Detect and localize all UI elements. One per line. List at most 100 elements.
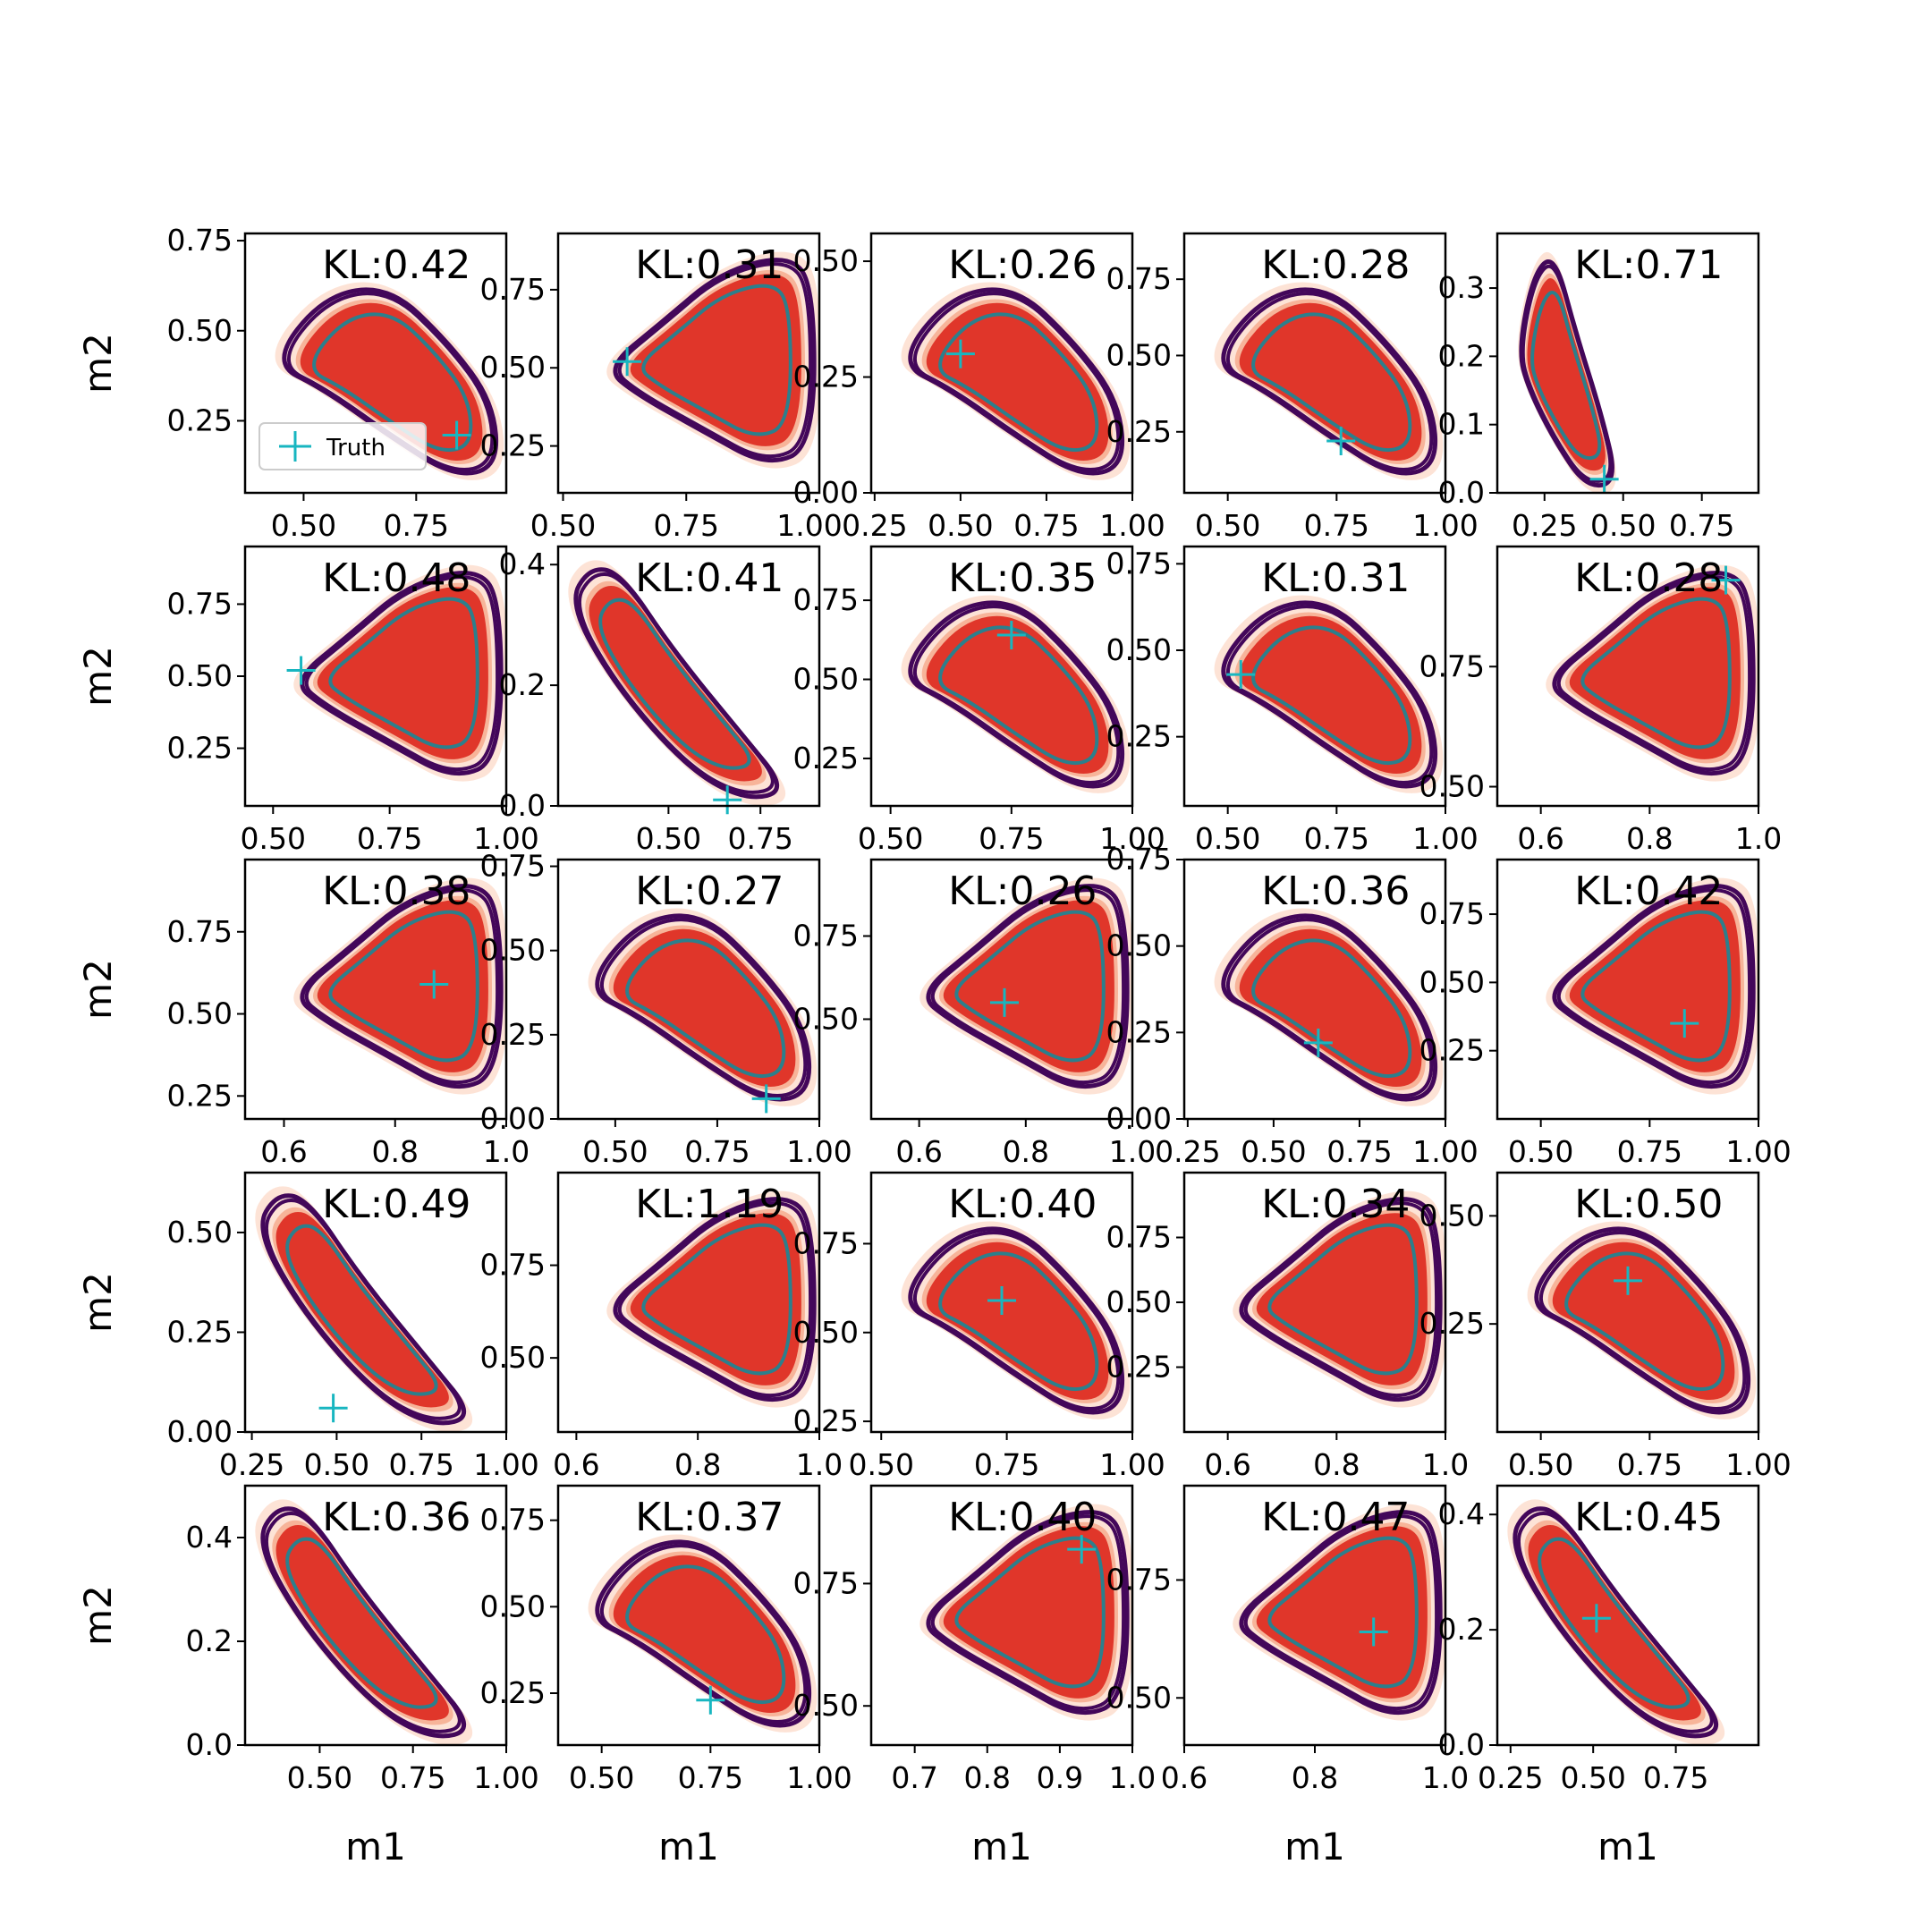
contour-outer-2 — [1243, 1201, 1439, 1398]
density-fill-inner — [589, 585, 762, 782]
kl-annotation: KL:0.26 — [948, 242, 1097, 288]
axes-frame — [1496, 545, 1760, 808]
kl-annotation: KL:0.37 — [635, 1495, 784, 1540]
axes-frame — [1182, 858, 1447, 1121]
y-tick-label: 0.0 — [1438, 475, 1485, 510]
y-tick-label: 0.25 — [480, 1675, 546, 1710]
y-tick-label: 0.2 — [499, 667, 546, 702]
y-tick-label: 0.25 — [480, 1017, 546, 1052]
contour-inner — [1580, 910, 1732, 1063]
contour-outer — [1552, 884, 1756, 1089]
kl-annotation: KL:0.27 — [635, 869, 784, 914]
density-contours — [293, 564, 506, 782]
contour-inner — [954, 1536, 1106, 1689]
x-tick-label: 1.00 — [786, 1134, 852, 1169]
truth-marker — [613, 347, 642, 377]
y-tick-label: 0.75 — [793, 1565, 859, 1600]
kl-annotation: KL:0.71 — [1574, 242, 1723, 288]
x-tick-label: 0.25 — [1155, 1134, 1220, 1169]
density-contours — [293, 877, 506, 1095]
x-tick-label: 0.50 — [582, 1134, 648, 1169]
x-tick-label: 0.75 — [684, 1134, 750, 1169]
density-contours — [1507, 1499, 1725, 1745]
x-tick-label: 0.8 — [1292, 1760, 1338, 1795]
density-contours — [1233, 1191, 1445, 1408]
y-tick-label: 0.25 — [1106, 719, 1172, 754]
y-tick-label: 0.50 — [793, 662, 859, 697]
x-tick-label: 0.75 — [1617, 1447, 1682, 1482]
truth-marker — [1589, 464, 1619, 494]
x-tick-label: 0.75 — [1304, 508, 1369, 543]
x-tick-label: 0.75 — [1326, 1134, 1392, 1169]
subplot-2-1: 0.50 0.75 1.00 0.25 0.50 0.75 KL:0.48 m2 — [76, 545, 539, 856]
subplot-1-2: 0.50 0.75 1.00 0.25 0.50 0.75 KL:0.31 — [480, 232, 843, 543]
contour-inner — [938, 1251, 1099, 1392]
contour-outer-2 — [617, 262, 813, 459]
contour-inner — [625, 938, 786, 1079]
x-tick-label: 1.0 — [1422, 1760, 1469, 1795]
y-tick-label: 0.2 — [1438, 1612, 1485, 1647]
truth-marker — [987, 1286, 1016, 1316]
truth-marker — [318, 1394, 348, 1423]
x-tick-label: 1.0 — [1109, 1134, 1156, 1169]
x-tick-label: 0.50 — [271, 508, 336, 543]
contour-outer-2 — [1521, 264, 1613, 483]
kl-annotation: KL:0.28 — [1261, 242, 1410, 288]
subplot-3-2: 0.50 0.75 1.00 0.00 0.25 0.50 0.75 KL:0.27 — [480, 849, 852, 1169]
density-fill-inner — [926, 302, 1109, 462]
contour-inner — [625, 1564, 786, 1705]
contour-outer-2 — [304, 888, 500, 1085]
y-tick-label: 0.25 — [1106, 1350, 1172, 1385]
y-tick-label: 0.2 — [186, 1623, 233, 1658]
x-tick-label: 0.75 — [678, 1760, 743, 1795]
y-tick-label: 0.0 — [186, 1727, 233, 1762]
y-tick-label: 0.25 — [480, 428, 546, 463]
density-fill-inner — [1569, 587, 1741, 759]
density-fill-inner — [943, 900, 1114, 1072]
contour-inner — [598, 597, 751, 770]
contour-outer — [300, 884, 504, 1089]
density-contours — [1546, 564, 1758, 782]
y-tick-label: 0.50 — [793, 1315, 859, 1350]
density-contours — [901, 1221, 1131, 1419]
density-contours — [255, 1186, 473, 1432]
y-tick-label: 0.50 — [480, 933, 546, 968]
y-tick-label: 0.50 — [1106, 337, 1172, 372]
x-tick-label: 0.50 — [1195, 508, 1260, 543]
axes-frame — [556, 1171, 821, 1434]
contour-outer — [1221, 600, 1438, 789]
y-tick-label: 0.50 — [167, 1215, 233, 1250]
contour-inner — [1267, 1536, 1419, 1689]
y-axis-label: m2 — [76, 959, 120, 1020]
subplot-5-1: 0.50 0.75 1.00 0.0 0.2 0.4 KL:0.36 m2 m1 — [76, 1484, 539, 1868]
contour-inner — [938, 625, 1099, 766]
density-fill-inner — [1256, 1213, 1428, 1385]
x-tick-label: 0.8 — [372, 1134, 419, 1169]
kl-annotation: KL:0.35 — [948, 555, 1097, 601]
x-tick-label: 1.0 — [1109, 1760, 1156, 1795]
axes-frame — [1182, 232, 1447, 495]
contour-inner — [1251, 938, 1412, 1079]
x-tick-label: 0.8 — [674, 1447, 721, 1482]
density-contours — [588, 1534, 818, 1733]
y-tick-label: 0.75 — [1419, 896, 1485, 931]
axes-frame — [869, 232, 1134, 495]
x-tick-label: 1.0 — [1735, 821, 1782, 856]
density-contours — [606, 251, 819, 469]
kl-annotation: KL:0.49 — [322, 1182, 470, 1227]
x-tick-label: 1.00 — [1412, 821, 1478, 856]
x-axis-label: m1 — [345, 1825, 406, 1868]
contour-inner — [1564, 1251, 1725, 1392]
contour-outer-2 — [264, 1198, 462, 1420]
x-tick-label: 0.50 — [1241, 1134, 1306, 1169]
y-tick-label: 0.50 — [1106, 632, 1172, 667]
density-fill-inner — [1239, 302, 1422, 462]
y-tick-label: 0.25 — [1106, 1014, 1172, 1049]
x-tick-label: 0.75 — [388, 1447, 453, 1482]
y-tick-label: 0.75 — [1106, 546, 1172, 580]
x-tick-label: 0.75 — [654, 508, 719, 543]
x-tick-label: 0.6 — [260, 1134, 307, 1169]
truth-marker — [286, 656, 316, 685]
